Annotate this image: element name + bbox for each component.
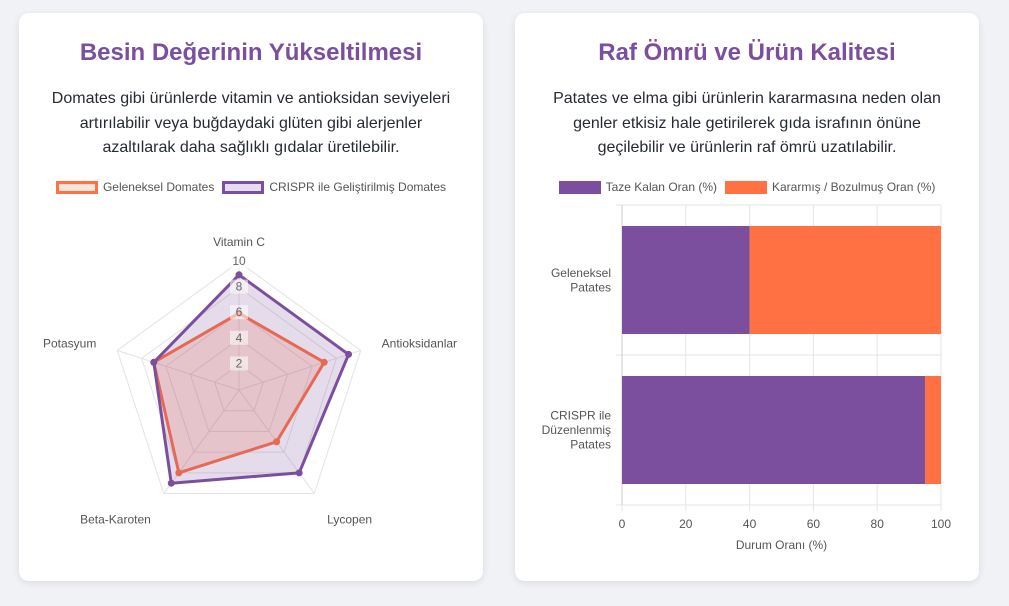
radar-point	[175, 469, 183, 477]
radar-spoke	[238, 349, 361, 391]
bar-category-label: Patates	[570, 280, 611, 294]
radar-grid-ring	[214, 363, 264, 412]
radar-grid-ring	[116, 261, 362, 495]
bar-x-axis-title: Durum Oranı (%)	[736, 538, 827, 552]
radar-grid-ring	[189, 338, 289, 432]
radar-spoke	[163, 389, 240, 494]
radar-axis-label-beta-karoten: Beta-Karoten	[80, 512, 151, 526]
radar-point	[167, 479, 175, 487]
radar-axis-label-potasyum: Potasyum	[43, 337, 96, 351]
legend-swatch-fresh	[558, 180, 601, 194]
shelf-life-card-description: Patates ve elma gibi ürünlerin kararması…	[553, 90, 941, 156]
bar-category-label: Düzenlenmiş	[542, 423, 611, 437]
radar-tick-backdrop	[230, 330, 248, 345]
bar-segment-taze-kalan-oran	[622, 226, 750, 334]
legend-item-spoiled[interactable]: Kararmış / Bozulmuş Oran (%)	[725, 180, 935, 194]
radar-tick-backdrop	[230, 254, 248, 268]
radar-chart: 2 4 6 8 10 Vitamin C Antioksidanlar Lycopen Beta…	[43, 235, 457, 526]
legend-item-crispr[interactable]: CRISPR ile Geliştirilmiş Domates	[222, 180, 446, 194]
radar-tick-label: 8	[236, 280, 243, 294]
bar-segment-kararmis-bozulmus-oran	[925, 376, 941, 484]
legend-label-traditional: Geleneksel Domates	[102, 180, 215, 194]
radar-grid-ring	[165, 312, 313, 453]
radar-spoke	[117, 349, 240, 391]
radar-point	[150, 358, 158, 366]
radar-tick-label: 2	[236, 356, 243, 370]
bar-x-tick-label: 0	[619, 517, 626, 531]
radar-point	[345, 350, 353, 358]
bar-x-tick-label: 20	[679, 517, 693, 531]
bar-category-label: Geleneksel	[551, 266, 611, 280]
radar-axis-label-antioksidanlar: Antioksidanlar	[382, 337, 457, 351]
legend-label-fresh: Taze Kalan Oran (%)	[605, 180, 717, 194]
legend-label-crispr: CRISPR ile Geliştirilmiş Domates	[269, 180, 447, 194]
nutrition-card-description: Domates gibi ürünlerde vitamin ve antiok…	[51, 90, 451, 156]
legend-swatch-spoiled	[725, 180, 767, 194]
radar-axis-label-vitamin-c: Vitamin C	[213, 235, 265, 249]
radar-series-crispr-ile-gelistirilmis-domates	[150, 271, 353, 487]
bar-segment-taze-kalan-oran	[622, 376, 926, 484]
radar-tick-backdrop	[230, 356, 248, 371]
radar-tick-label: 4	[236, 331, 243, 345]
radar-legend: Geleneksel Domates CRISPR ile Geliştiril…	[19, 180, 483, 194]
bar-segment-kararmis-bozulmus-oran	[749, 226, 941, 334]
bar-x-tick-label: 40	[743, 517, 757, 531]
legend-item-fresh[interactable]: Taze Kalan Oran (%)	[558, 180, 717, 194]
bar-category-label: Patates	[570, 438, 611, 452]
legend-label-spoiled: Kararmış / Bozulmuş Oran (%)	[772, 180, 936, 194]
bar-x-tick-label: 100	[931, 517, 951, 531]
radar-point	[295, 469, 303, 477]
radar-point	[235, 271, 243, 279]
bar-category-label: CRISPR ile	[550, 409, 611, 423]
radar-tick-backdrop	[230, 279, 248, 294]
radar-area	[152, 311, 326, 475]
radar-tick-label: 10	[232, 254, 246, 268]
legend-swatch-traditional	[55, 180, 98, 194]
legend-item-traditional[interactable]: Geleneksel Domates	[55, 180, 215, 194]
legend-swatch-crispr	[222, 180, 265, 194]
radar-point	[320, 358, 328, 366]
radar-tick-backdrop	[230, 305, 248, 320]
radar-area	[152, 273, 351, 485]
bar-x-tick-label: 60	[807, 517, 821, 531]
shelf-life-card: Raf Ömrü ve Ürün Kalitesi Patates ve elm…	[515, 13, 979, 581]
shelf-life-card-title: Raf Ömrü ve Ürün Kalitesi	[598, 39, 896, 66]
nutrition-card: Besin Değerinin Yükseltilmesi Domates gi…	[19, 13, 483, 581]
radar-point	[273, 438, 281, 446]
nutrition-card-title: Besin Değerinin Yükseltilmesi	[79, 39, 423, 66]
bar-x-tick-label: 80	[871, 517, 885, 531]
radar-grid-ring	[141, 286, 337, 474]
radar-tick-label: 6	[236, 305, 243, 319]
bar-legend: Taze Kalan Oran (%) Kararmış / Bozulmuş …	[515, 180, 979, 194]
radar-axis-label-lycopen: Lycopen	[327, 512, 372, 526]
